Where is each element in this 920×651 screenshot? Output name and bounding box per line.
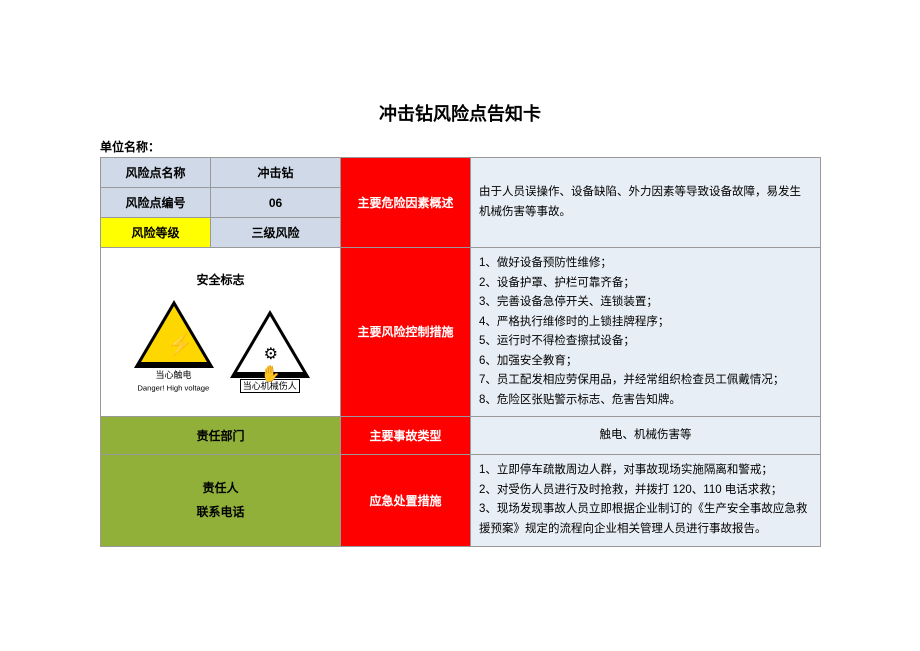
sign1-caption2: Danger! High voltage: [138, 383, 210, 392]
page-title: 冲击钻风险点告知卡: [100, 100, 820, 126]
label-control-measures: 主要风险控制措施: [341, 248, 471, 417]
hazard-summary-text: 主要危险因素概述: [357, 191, 453, 215]
person-label-1: 责任人: [115, 476, 326, 500]
value-risk-name: 冲击钻: [211, 158, 341, 188]
value-control-measures: 1、做好设备预防性维修； 2、设备护罩、护栏可靠齐备； 3、完善设备急停开关、连…: [471, 248, 821, 417]
value-risk-level: 三级风险: [211, 218, 341, 248]
gear-icon: ⚙✋: [261, 344, 281, 384]
org-name-label: 单位名称：: [100, 138, 820, 155]
value-emergency: 1、立即停车疏散周边人群，对事故现场实施隔离和警戒； 2、对受伤人员进行及时抢救…: [471, 455, 821, 546]
value-accident-type: 触电、机械伤害等: [471, 417, 821, 455]
sign-electric: ⚡ 当心触电 Danger! High voltage: [131, 300, 216, 394]
safety-signs-cell: 安全标志 ⚡ 当心触电 Danger! High voltage ⚙✋ 当心机械…: [101, 248, 341, 417]
label-emergency: 应急处置措施: [341, 455, 471, 546]
sign1-caption1: 当心触电: [155, 370, 191, 381]
value-hazard-summary: 由于人员误操作、设备缺陷、外力因素等导致设备故障，易发生机械伤害等事故。: [471, 158, 821, 248]
sign-row: ⚡ 当心触电 Danger! High voltage ⚙✋ 当心机械伤人: [107, 300, 334, 394]
label-risk-number: 风险点编号: [101, 188, 211, 218]
triangle-icon: ⚙✋: [230, 310, 310, 378]
label-accident-type: 主要事故类型: [341, 417, 471, 455]
risk-card-table: 风险点名称 冲击钻 主要危险因素概述 由于人员误操作、设备缺陷、外力因素等导致设…: [100, 157, 821, 547]
sign-mechanical: ⚙✋ 当心机械伤人: [230, 310, 310, 394]
label-risk-level: 风险等级: [101, 218, 211, 248]
control-label-text: 主要风险控制措施: [357, 320, 453, 344]
label-risk-name: 风险点名称: [101, 158, 211, 188]
label-responsible-person: 责任人 联系电话: [101, 455, 341, 546]
person-label-2: 联系电话: [115, 500, 326, 524]
triangle-icon: ⚡: [134, 300, 214, 368]
value-risk-number: 06: [211, 188, 341, 218]
bolt-icon: ⚡: [167, 332, 194, 358]
safety-signs-header: 安全标志: [107, 271, 334, 288]
label-responsible-dept: 责任部门: [101, 417, 341, 455]
label-hazard-summary: 主要危险因素概述: [341, 158, 471, 248]
